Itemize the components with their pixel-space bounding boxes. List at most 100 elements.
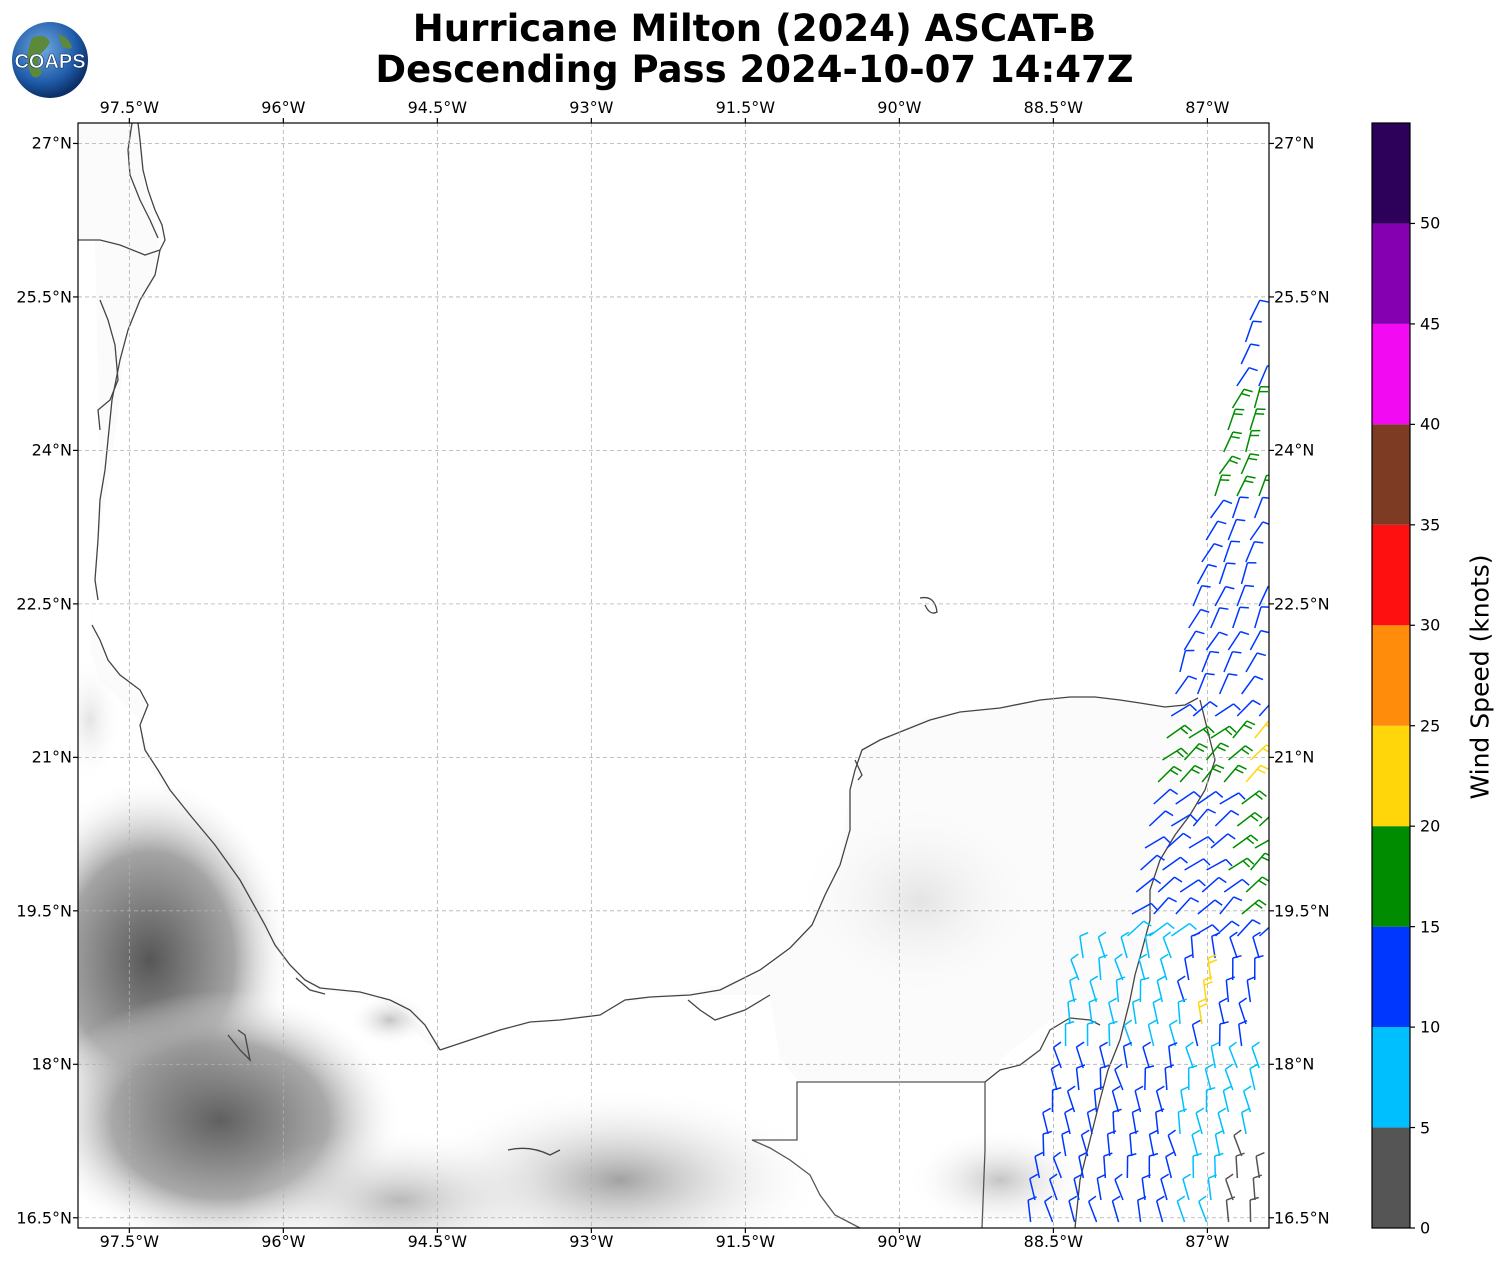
- wind-barb: [1111, 1085, 1121, 1113]
- colorbar-tick-label: 40: [1420, 414, 1441, 434]
- coastline: [78, 123, 1216, 1228]
- wind-barb: [1236, 475, 1256, 497]
- wind-barb: [1159, 953, 1169, 981]
- wind-barb: [1073, 1173, 1083, 1201]
- lon-tick-label-bot: 88.5°W: [1023, 1232, 1084, 1251]
- wind-barb: [1162, 931, 1172, 959]
- wind-barb: [1195, 1107, 1205, 1135]
- wind-barb: [1254, 720, 1269, 739]
- lat-tick-label-right: 21°N: [1274, 747, 1315, 767]
- wind-barb: [1252, 1174, 1263, 1201]
- wind-barb: [1126, 920, 1152, 937]
- wind-barb: [1131, 997, 1142, 1025]
- wind-barb: [1188, 608, 1210, 629]
- colorbar-segment: [1372, 1127, 1410, 1228]
- wind-barb: [1218, 455, 1241, 475]
- wind-barb: [1157, 765, 1182, 783]
- colorbar-tick-label: 0: [1420, 1218, 1431, 1238]
- wind-barb: [1042, 1130, 1052, 1157]
- chart-title-line1: Hurricane Milton (2024) ASCAT-B: [412, 7, 1097, 50]
- wind-barb: [1114, 1063, 1124, 1091]
- wind-barb: [1227, 518, 1246, 541]
- wind-barb: [1179, 764, 1204, 783]
- wind-barb: [1129, 1130, 1139, 1157]
- wind-barb: [1249, 629, 1269, 651]
- wind-barb: [1042, 1107, 1052, 1135]
- wind-barb: [1245, 876, 1269, 893]
- wind-barb: [1148, 810, 1174, 827]
- colorbar: [1371, 122, 1415, 1229]
- colorbar-segment: [1372, 625, 1410, 726]
- wind-barb: [1222, 1085, 1232, 1113]
- wind-barb: [1225, 1196, 1236, 1223]
- colorbar-tick-label: 50: [1420, 213, 1441, 233]
- wind-barb: [1227, 408, 1245, 431]
- wind-barb: [1255, 1151, 1265, 1179]
- wind-barb: [1253, 386, 1269, 409]
- wind-barb: [1078, 1151, 1088, 1179]
- wind-barb: [1144, 931, 1154, 959]
- wind-barb: [1148, 1152, 1159, 1179]
- wind-barb: [1131, 902, 1158, 915]
- wind-barb: [1235, 1152, 1245, 1179]
- wind-barb: [1211, 931, 1221, 959]
- wind-barb: [1099, 1064, 1110, 1091]
- wind-barb: [1219, 896, 1243, 915]
- wind-barb: [1207, 1174, 1217, 1201]
- colorbar-segment: [1372, 926, 1410, 1028]
- wind-barb: [1214, 474, 1231, 497]
- lat-tick-label-right: 18°N: [1274, 1054, 1315, 1074]
- wind-barb: [1210, 1041, 1220, 1069]
- lat-tick-label-left: 25.5°N: [16, 287, 72, 307]
- wind-barb: [1210, 725, 1237, 739]
- lon-tick-label-bot: 94.5°W: [407, 1232, 468, 1251]
- wind-barb: [1176, 1195, 1186, 1223]
- wind-barb: [1139, 977, 1150, 1003]
- wind-barb: [1202, 976, 1213, 1003]
- lat-tick-label-right: 24°N: [1274, 440, 1315, 460]
- wind-barb: [1135, 877, 1162, 893]
- wind-barb: [1228, 857, 1255, 871]
- wind-barb: [1051, 1086, 1062, 1113]
- wind-barb: [1191, 1019, 1201, 1047]
- colorbar-tick-label: 20: [1420, 816, 1441, 836]
- wind-barb: [1075, 1041, 1085, 1069]
- wind-barb: [1185, 1041, 1194, 1069]
- lon-tick-label-top: 91.5°W: [715, 98, 776, 117]
- wind-barb: [1192, 1152, 1202, 1179]
- wind-barb: [1206, 858, 1233, 871]
- wind-barb: [1207, 954, 1218, 981]
- lon-tick-label-bot: 97.5°W: [99, 1232, 160, 1251]
- wind-barb: [1183, 630, 1205, 651]
- wind-barb: [1254, 839, 1269, 849]
- wind-barb: [1231, 496, 1249, 519]
- wind-barb: [1166, 724, 1193, 739]
- wind-barb: [1225, 976, 1236, 1003]
- wind-barb: [1242, 1085, 1252, 1113]
- map-frame: [77, 122, 1270, 1229]
- wind-barbs: [1027, 299, 1269, 1223]
- wind-barb: [1170, 703, 1198, 717]
- wind-barb: [1188, 725, 1215, 739]
- wind-barb: [1253, 496, 1269, 519]
- wind-barb: [1198, 1195, 1208, 1223]
- wind-barb: [1079, 931, 1089, 959]
- wind-barb: [1171, 922, 1197, 937]
- wind-barb: [1187, 1064, 1198, 1091]
- wind-barb: [1122, 1041, 1133, 1069]
- wind-barb: [1224, 1173, 1234, 1201]
- map-gridlines: [78, 123, 1269, 1228]
- wind-barb: [1197, 997, 1208, 1025]
- wind-barb: [1136, 1196, 1147, 1223]
- colorbar-segment: [1372, 826, 1410, 927]
- wind-barb: [1144, 1065, 1155, 1091]
- wind-barb: [1232, 834, 1259, 849]
- wind-barb: [1167, 1129, 1177, 1157]
- wind-barb: [1088, 998, 1098, 1025]
- lon-tick-label-top: 90°W: [877, 98, 922, 117]
- wind-barb: [1205, 520, 1227, 541]
- wind-barb: [1126, 1153, 1137, 1179]
- wind-barb: [1249, 299, 1269, 321]
- wind-barb: [1223, 764, 1247, 783]
- colorbar-segment: [1372, 123, 1410, 224]
